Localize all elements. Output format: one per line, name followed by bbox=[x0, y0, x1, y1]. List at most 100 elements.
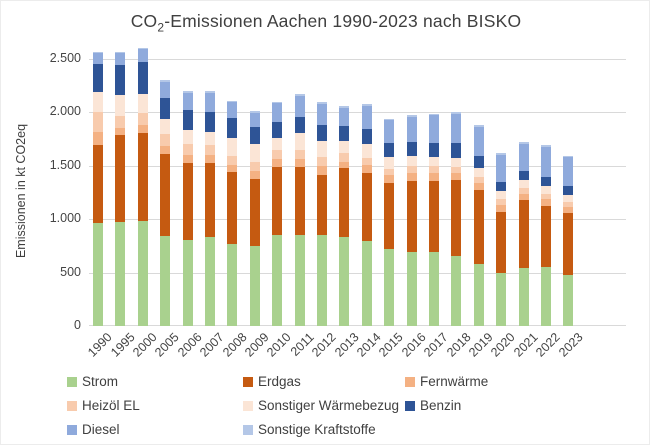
bar-segment-2021-fernw-rme bbox=[518, 193, 529, 200]
bar-segment-2008-benzin bbox=[227, 117, 238, 138]
bar-segment-2022-erdgas bbox=[541, 205, 551, 268]
bar-segment-2017-sonstiger-w-rmebezug bbox=[429, 156, 439, 167]
bar-segment-2021-benzin bbox=[518, 171, 529, 181]
y-tick-1.500: 1.500 bbox=[49, 157, 81, 172]
bar-segment-2011-diesel bbox=[294, 95, 305, 118]
bar-2022 bbox=[541, 145, 551, 326]
bar-segment-2007-heiz-l-el bbox=[205, 145, 215, 156]
bar-segment-2010-fernw-rme bbox=[272, 159, 283, 167]
bar-segment-2015-benzin bbox=[384, 143, 395, 158]
bar-segment-2016-sonstige-kraftstoffe bbox=[406, 115, 417, 117]
bar-segment-2006-diesel bbox=[182, 92, 193, 110]
bar-segment-2014-diesel bbox=[361, 105, 372, 129]
bar-segment-2012-fernw-rme bbox=[317, 166, 327, 175]
bar-segment-2020-diesel bbox=[496, 154, 507, 182]
bar-segment-2019-sonstiger-w-rmebezug bbox=[473, 167, 484, 177]
bar-segment-1990-sonstige-kraftstoffe bbox=[93, 51, 103, 53]
bar-segment-2010-strom bbox=[272, 235, 283, 326]
bar-segment-1995-sonstiger-w-rmebezug bbox=[115, 95, 126, 117]
bar-segment-2018-diesel bbox=[451, 114, 462, 143]
plot-area bbox=[89, 48, 626, 326]
bar-segment-1995-sonstige-kraftstoffe bbox=[115, 51, 126, 53]
chart-title-subscript: 2 bbox=[157, 20, 165, 35]
bar-segment-2005-heiz-l-el bbox=[160, 134, 171, 146]
x-tick-2018: 2018 bbox=[443, 330, 474, 360]
x-tick-2012: 2012 bbox=[309, 330, 339, 360]
bar-segment-2020-sonstige-kraftstoffe bbox=[496, 153, 507, 155]
bar-segment-2011-strom bbox=[294, 234, 305, 326]
legend-item-diesel: Diesel bbox=[67, 422, 243, 437]
bar-segment-2010-benzin bbox=[272, 122, 283, 138]
bar-segment-2000-sonstiger-w-rmebezug bbox=[137, 94, 148, 113]
bar-segment-2015-diesel bbox=[384, 120, 395, 144]
bar-segment-2000-strom bbox=[137, 220, 148, 326]
bar-segment-2023-heiz-l-el bbox=[563, 202, 574, 208]
bar-segment-2012-erdgas bbox=[317, 174, 327, 235]
bar-segment-2012-benzin bbox=[317, 125, 327, 141]
bar-segment-2012-diesel bbox=[317, 103, 327, 126]
bar-segment-2021-diesel bbox=[518, 143, 529, 172]
bar-segment-2016-diesel bbox=[406, 116, 417, 143]
bar-segment-2013-strom bbox=[339, 236, 350, 326]
bar-segment-2015-strom bbox=[384, 248, 395, 326]
bar-2014 bbox=[361, 103, 372, 326]
bar-segment-2011-benzin bbox=[294, 117, 305, 134]
bar-segment-2010-diesel bbox=[272, 103, 283, 123]
x-tick-2005: 2005 bbox=[152, 330, 183, 360]
bar-segment-2019-heiz-l-el bbox=[473, 176, 484, 183]
bar-segment-2009-diesel bbox=[249, 112, 260, 128]
bar-segment-2009-erdgas bbox=[249, 179, 260, 247]
bar-segment-1990-strom bbox=[93, 222, 103, 326]
gridline-1.500 bbox=[89, 165, 626, 167]
bar-segment-1990-sonstiger-w-rmebezug bbox=[93, 91, 103, 113]
bar-segment-2015-heiz-l-el bbox=[384, 168, 395, 176]
bar-segment-2016-benzin bbox=[406, 142, 417, 157]
bar-segment-2021-sonstiger-w-rmebezug bbox=[518, 180, 529, 188]
x-tick-2013: 2013 bbox=[331, 330, 362, 360]
bar-segment-2006-sonstiger-w-rmebezug bbox=[182, 130, 193, 144]
bar-segment-2017-sonstige-kraftstoffe bbox=[429, 113, 439, 116]
bar-segment-2022-fernw-rme bbox=[541, 199, 551, 206]
bar-segment-2009-fernw-rme bbox=[249, 171, 260, 180]
bar-segment-1990-heiz-l-el bbox=[93, 112, 103, 132]
bar-segment-2020-erdgas bbox=[496, 212, 507, 273]
x-tick-2022: 2022 bbox=[533, 330, 563, 360]
bar-segment-2008-strom bbox=[227, 244, 238, 326]
bar-segment-2010-erdgas bbox=[272, 166, 283, 236]
legend-label: Fernwärme bbox=[420, 374, 489, 389]
bar-2019 bbox=[473, 125, 484, 326]
bar-segment-2016-heiz-l-el bbox=[406, 166, 417, 174]
bar-segment-2020-fernw-rme bbox=[496, 205, 507, 213]
bar-2010 bbox=[272, 101, 283, 326]
bar-segment-2016-sonstiger-w-rmebezug bbox=[406, 156, 417, 167]
bar-segment-2012-sonstige-kraftstoffe bbox=[317, 101, 327, 104]
bar-segment-2019-fernw-rme bbox=[473, 182, 484, 191]
y-axis-title: Emissionen in kt CO2eq bbox=[14, 123, 28, 259]
bar-segment-2013-sonstiger-w-rmebezug bbox=[339, 140, 350, 154]
legend-swatch-icon bbox=[67, 400, 77, 411]
chart-title: CO2-Emissionen Aachen 1990-2023 nach BIS… bbox=[1, 11, 650, 35]
bar-segment-2022-strom bbox=[541, 267, 551, 326]
bar-segment-2007-diesel bbox=[205, 92, 215, 112]
y-tick-500: 500 bbox=[60, 264, 81, 279]
chart-title-prefix: CO bbox=[130, 11, 158, 31]
bar-segment-2023-sonstiger-w-rmebezug bbox=[563, 195, 574, 203]
bar-segment-2013-fernw-rme bbox=[339, 161, 350, 169]
bar-segment-2017-diesel bbox=[429, 115, 439, 143]
bar-segment-2009-heiz-l-el bbox=[249, 161, 260, 172]
bar-segment-2022-sonstige-kraftstoffe bbox=[541, 145, 551, 147]
legend-swatch-icon bbox=[67, 376, 77, 387]
bar-2005 bbox=[160, 80, 171, 326]
y-tick-1.000: 1.000 bbox=[49, 211, 81, 226]
bar-segment-2005-fernw-rme bbox=[160, 145, 171, 155]
y-tick-0: 0 bbox=[74, 318, 81, 332]
bar-segment-2005-sonstige-kraftstoffe bbox=[160, 80, 171, 83]
bar-segment-2014-heiz-l-el bbox=[361, 157, 372, 166]
legend-item-fernw-rme: Fernwärme bbox=[405, 374, 627, 389]
bar-segment-2017-heiz-l-el bbox=[429, 166, 439, 174]
bar-segment-1990-benzin bbox=[93, 64, 103, 92]
bar-segment-2017-fernw-rme bbox=[429, 173, 439, 181]
bar-segment-2000-erdgas bbox=[137, 133, 148, 221]
bar-segment-2021-erdgas bbox=[518, 199, 529, 268]
legend-item-sonstige-kraftstoffe: Sonstige Kraftstoffe bbox=[243, 422, 405, 437]
